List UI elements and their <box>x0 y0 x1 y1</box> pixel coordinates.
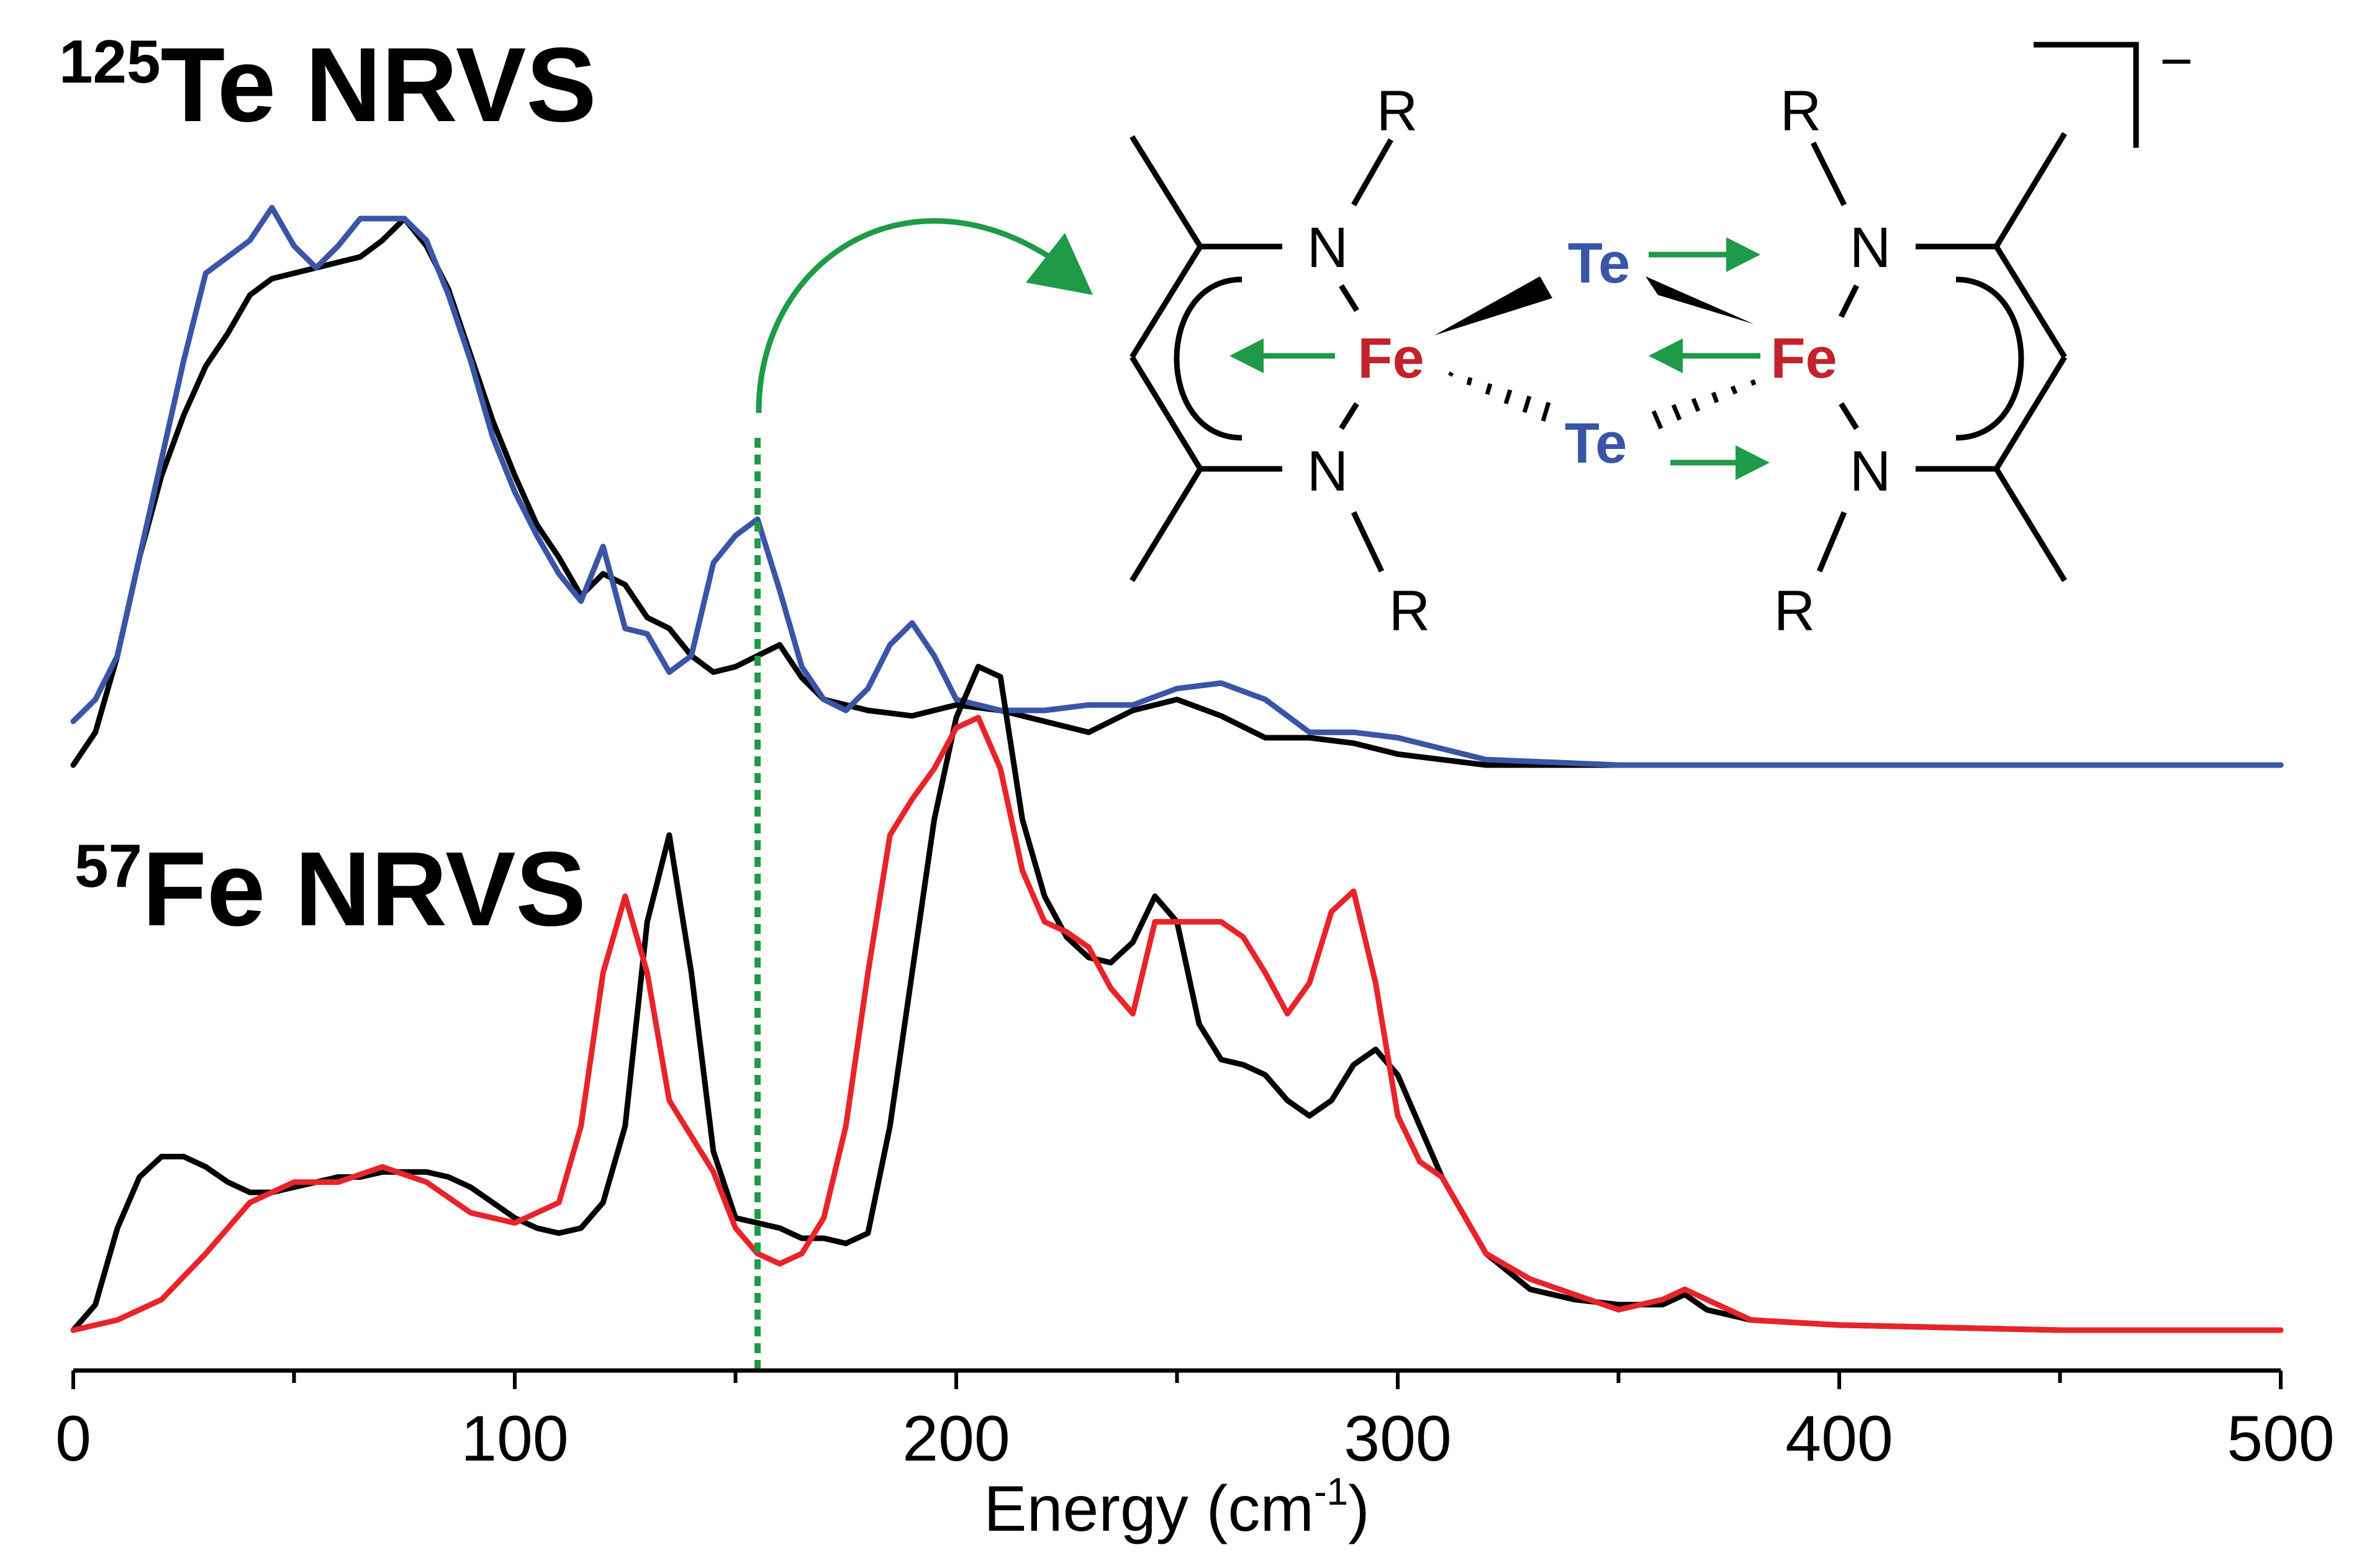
r-group-label: R <box>1389 579 1430 643</box>
x-tick-label: 200 <box>902 1403 1010 1475</box>
iron-label: Fe <box>1770 327 1837 390</box>
x-axis-title: Energy (cm-1) <box>984 1471 1369 1545</box>
tellurium-label: Te <box>1565 412 1627 475</box>
fe-panel-title: 57Fe NRVS <box>75 830 586 948</box>
iron-label: Fe <box>1357 327 1424 390</box>
te-panel-title: 125Te NRVS <box>59 26 597 144</box>
curved-arrow <box>756 218 1057 414</box>
fe-nrvs-panel <box>70 663 2284 1333</box>
x-tick-label: 300 <box>1344 1403 1452 1475</box>
nitrogen-label: N <box>1307 216 1348 279</box>
wedge-bond <box>1434 276 1552 335</box>
nitrogen-label: N <box>1850 216 1891 279</box>
r-group-label: R <box>1377 79 1418 143</box>
curved-arrow-head <box>1026 233 1093 295</box>
x-tick-label: 500 <box>2227 1403 2335 1475</box>
te-nrvs-panel <box>70 204 2284 768</box>
te-series-line-0 <box>70 215 2284 768</box>
r-group-label: R <box>1780 79 1821 143</box>
r-group-label: R <box>1774 579 1815 643</box>
wedge-bond <box>1646 276 1754 324</box>
x-axis-title-superscript: -1 <box>1314 1471 1348 1513</box>
fe-series-line-0 <box>70 663 2284 1333</box>
hashed-bond <box>1447 371 1551 422</box>
fe-isotope-superscript: 57 <box>75 832 142 900</box>
fe-series-line-1 <box>70 715 2284 1333</box>
hashed-bond <box>1651 379 1757 430</box>
te-series-line-1 <box>70 204 2284 768</box>
te-isotope-superscript: 125 <box>59 27 161 96</box>
te-panel-title-text: Te NRVS <box>161 26 597 144</box>
x-axis: 0 100 200 300 400 500 <box>55 1368 2335 1475</box>
x-tick-label: 0 <box>55 1403 91 1475</box>
displacement-arrows <box>1229 237 1770 480</box>
charge-label: − <box>2160 30 2193 93</box>
fe-panel-title-text: Fe NRVS <box>142 830 586 948</box>
structure-diagram <box>1129 42 2139 582</box>
x-axis-title-text: Energy (cm <box>984 1473 1314 1545</box>
x-axis-title-suffix: ) <box>1348 1473 1370 1545</box>
x-tick-label: 400 <box>1785 1403 1893 1475</box>
x-tick-label: 100 <box>461 1403 569 1475</box>
tellurium-label: Te <box>1568 232 1631 295</box>
nitrogen-label: N <box>1850 440 1891 503</box>
nitrogen-label: N <box>1307 440 1348 503</box>
